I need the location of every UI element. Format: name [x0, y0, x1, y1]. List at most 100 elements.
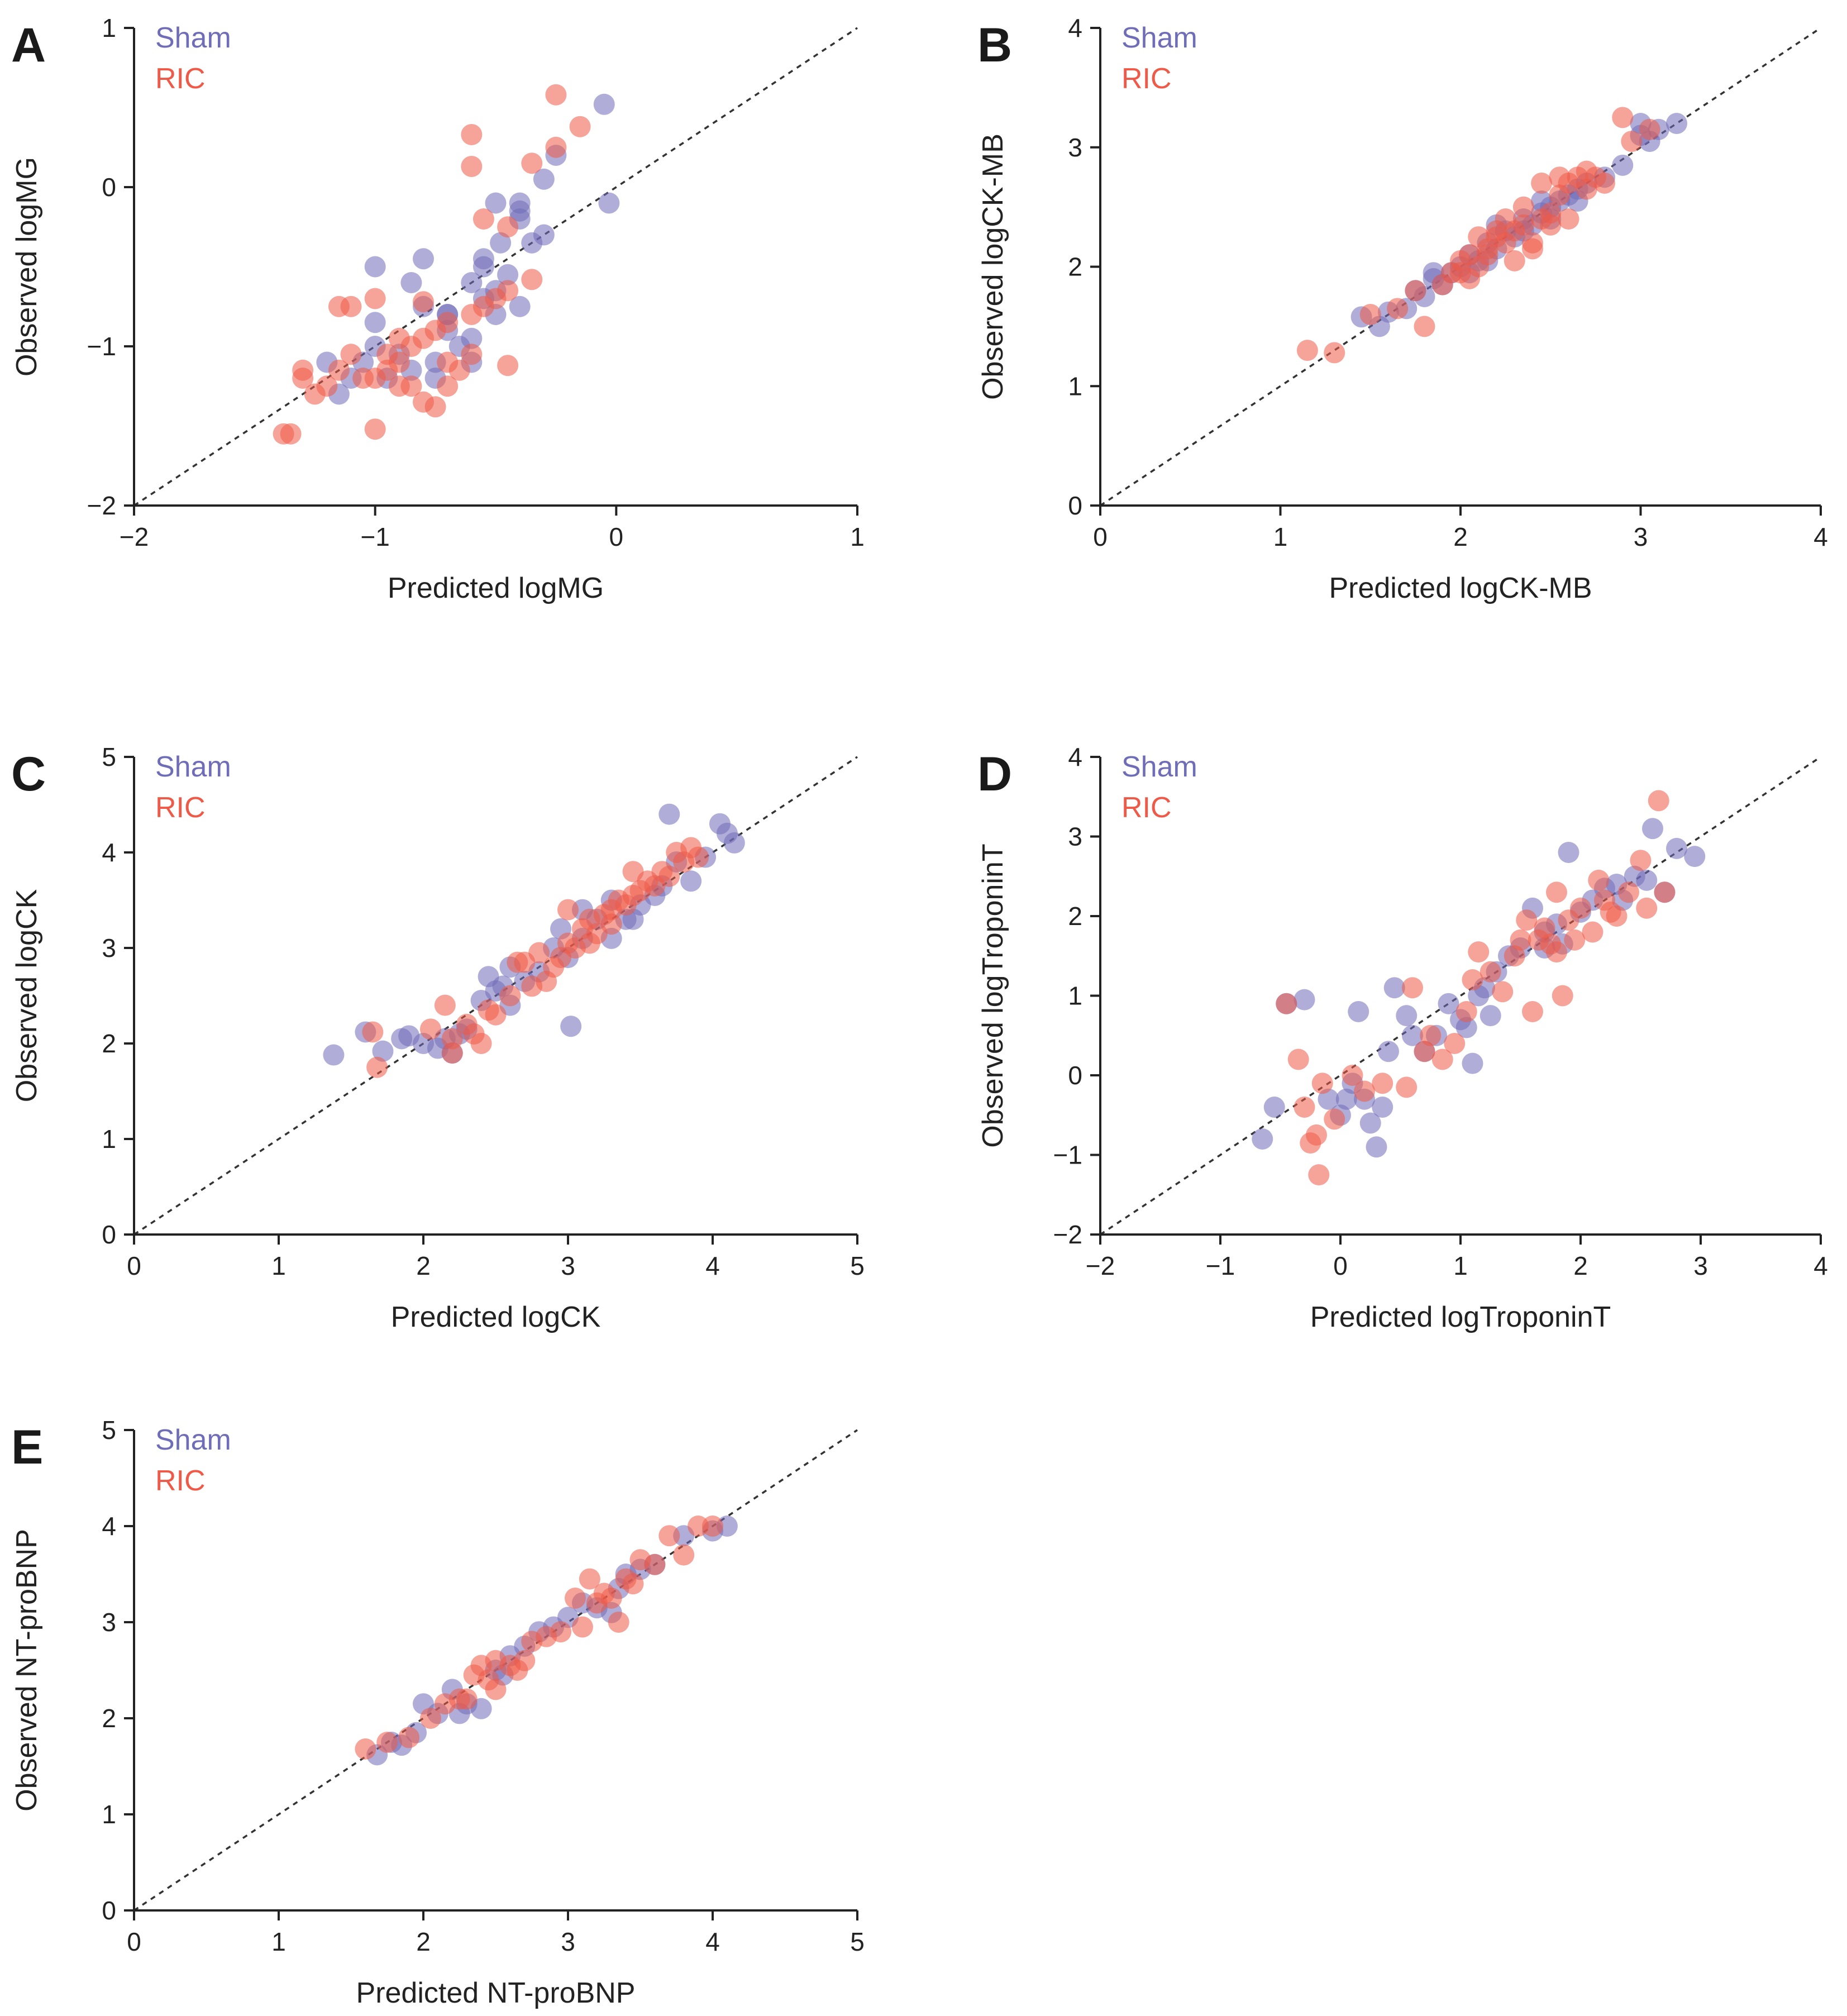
ric-point	[328, 359, 350, 381]
ric-point	[461, 155, 483, 177]
ric-point	[593, 1583, 615, 1604]
x-tick-label: 3	[561, 1927, 575, 1956]
sham-point	[1366, 1136, 1387, 1158]
sham-point	[1348, 1001, 1369, 1022]
sham-point	[680, 870, 702, 892]
ric-point	[1387, 298, 1409, 320]
x-tick-label: 3	[1693, 1251, 1708, 1280]
ric-point	[521, 269, 543, 290]
sham-point	[1462, 1052, 1483, 1074]
ric-point	[1495, 208, 1516, 230]
ric-point	[1414, 316, 1435, 337]
ric-point	[1600, 901, 1621, 923]
ric-point	[1522, 1001, 1543, 1022]
ric-point	[340, 344, 362, 365]
sham-point	[723, 832, 745, 854]
sham-point	[560, 1016, 582, 1037]
x-tick-label: 4	[1813, 522, 1828, 551]
identity-line	[1100, 27, 1821, 507]
ric-point	[1324, 1108, 1345, 1130]
sham-point	[1359, 1112, 1381, 1134]
ric-point	[461, 344, 483, 365]
sham-point	[1383, 977, 1405, 999]
ric-point	[1588, 869, 1610, 891]
sham-point	[1666, 837, 1687, 859]
y-tick-label: 0	[102, 1220, 116, 1249]
ric-point	[1444, 1033, 1466, 1054]
ric-point	[1621, 131, 1643, 152]
ric-point	[557, 899, 579, 921]
ric-point	[1402, 977, 1423, 999]
sham-point	[497, 264, 519, 285]
y-tick-label: −1	[1053, 1141, 1082, 1170]
y-axis-label: Observed logCK	[11, 889, 43, 1102]
x-axis-label: Predicted logCK	[391, 1301, 601, 1333]
ric-point	[1558, 208, 1579, 230]
y-axis-label: Observed logTroponinT	[977, 843, 1009, 1147]
ric-point	[497, 355, 519, 376]
ric-point	[1294, 1097, 1315, 1118]
y-tick-label: 3	[102, 933, 116, 962]
sham-point	[372, 1040, 394, 1062]
x-tick-label: 1	[850, 522, 865, 551]
ric-point	[1570, 897, 1591, 919]
x-tick-label: −2	[1086, 1251, 1115, 1280]
ric-point	[355, 1738, 376, 1760]
ric-point	[528, 942, 550, 964]
y-tick-label: 2	[1068, 902, 1082, 931]
ric-point	[1359, 304, 1381, 325]
sham-point	[473, 248, 494, 270]
ric-point	[1512, 214, 1534, 236]
ric-point	[1528, 929, 1549, 951]
sham-point	[364, 312, 386, 333]
x-axis-label: Predicted logCK-MB	[1329, 572, 1592, 604]
panel-letter: C	[11, 747, 46, 801]
ric-point	[434, 994, 456, 1016]
panel-letter: B	[977, 18, 1012, 72]
x-axis-label: Predicted logTroponinT	[1310, 1301, 1611, 1333]
x-tick-label: 1	[1273, 522, 1288, 551]
legend-sham: Sham	[155, 751, 231, 783]
x-tick-label: 0	[127, 1927, 141, 1956]
ric-point	[1639, 118, 1660, 140]
y-tick-label: 1	[1068, 981, 1082, 1011]
ric-point	[608, 1612, 629, 1633]
ric-point	[536, 970, 557, 992]
ric-point	[1296, 340, 1318, 361]
ric-point	[702, 1515, 723, 1537]
y-tick-label: 1	[102, 1800, 116, 1829]
ric-point	[437, 375, 459, 397]
sham-point	[1479, 1005, 1501, 1027]
ric-point	[366, 1056, 388, 1078]
y-tick-label: 1	[102, 1124, 116, 1154]
ric-point	[673, 1544, 695, 1566]
x-tick-label: 4	[705, 1251, 720, 1280]
ric-point	[1582, 921, 1603, 943]
ric-point	[413, 291, 434, 313]
ric-point	[441, 1028, 463, 1050]
sham-point	[1455, 1017, 1477, 1038]
legend-ric: RIC	[1121, 63, 1172, 95]
ric-point	[1287, 1048, 1309, 1070]
ric-point	[600, 913, 622, 935]
ric-point	[507, 951, 528, 973]
x-tick-label: 4	[705, 1927, 720, 1956]
ric-point	[1504, 945, 1525, 967]
ric-point	[1612, 107, 1634, 128]
ric-point	[1636, 897, 1658, 919]
ric-point	[1540, 214, 1562, 236]
sham-point	[1636, 869, 1658, 891]
ric-point	[545, 136, 567, 158]
ric-point	[1516, 909, 1538, 931]
ric-point	[478, 999, 499, 1021]
x-tick-label: 3	[561, 1251, 575, 1280]
x-tick-label: 1	[271, 1927, 286, 1956]
x-axis-label: Predicted logMG	[388, 572, 604, 604]
y-tick-label: 5	[102, 1416, 116, 1445]
ric-point	[1648, 790, 1669, 812]
ric-point	[1311, 1073, 1333, 1094]
panel-d: −2 −1 0 1 2 3 4 −2 −1 0 1 2 3 4 Predicted logTroponinT…	[977, 742, 1828, 1333]
ric-point	[473, 296, 494, 317]
ric-point	[388, 327, 410, 349]
